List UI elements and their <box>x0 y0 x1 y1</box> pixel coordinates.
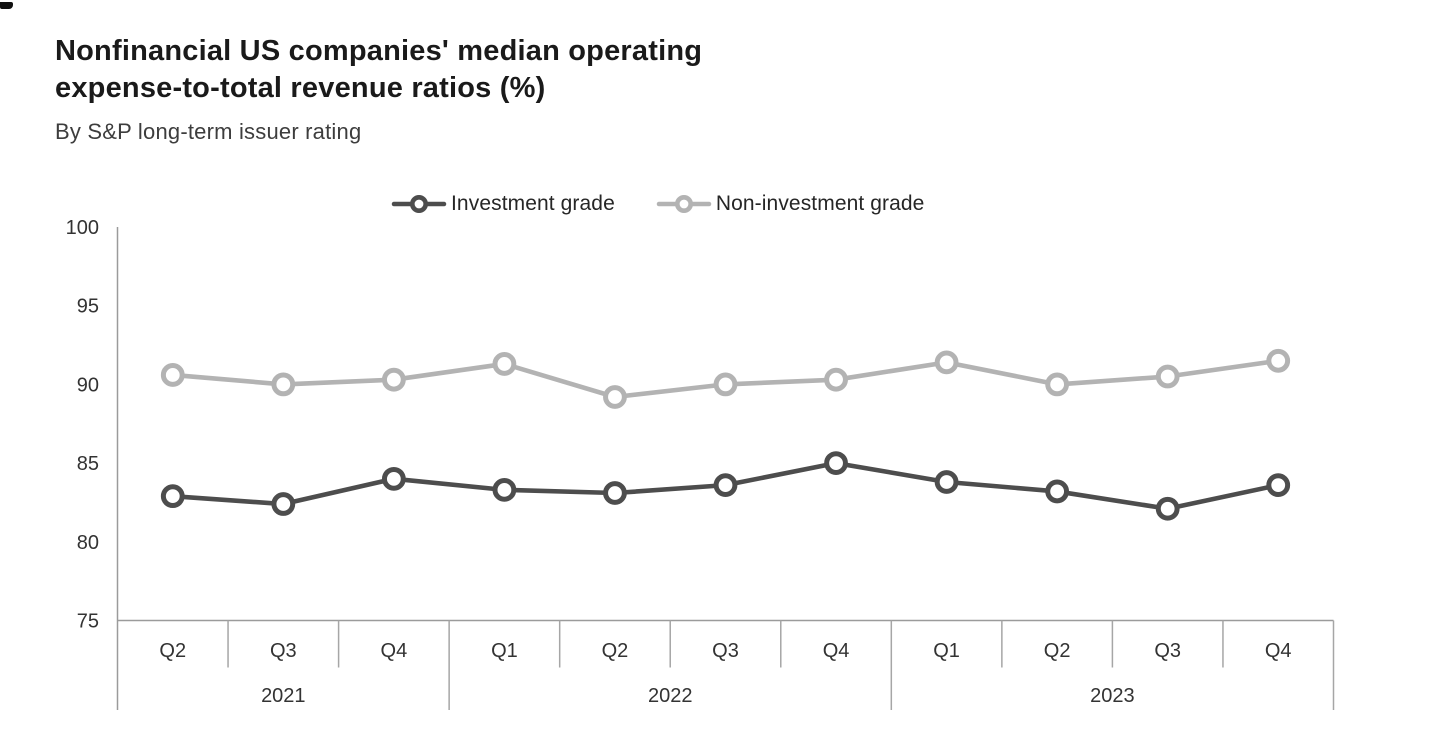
y-axis-tick-label: 85 <box>77 453 99 475</box>
data-point-non-investment-grade-q3-5[interactable] <box>713 372 738 397</box>
data-point-investment-grade-q3-5[interactable] <box>713 473 738 498</box>
x-axis-quarter-label: Q2 <box>602 640 629 662</box>
data-point-investment-grade-q1-7[interactable] <box>934 470 959 494</box>
y-axis-tick-label: 95 <box>77 296 99 318</box>
data-point-non-investment-grade-q1-7[interactable] <box>934 350 959 375</box>
x-axis-quarter-label: Q1 <box>933 640 960 662</box>
y-axis-tick-label: 100 <box>66 217 99 239</box>
y-axis-tick-label: 80 <box>77 532 99 554</box>
legend-item-non-investment-grade[interactable]: Non-investment grade <box>656 192 925 216</box>
data-point-non-investment-grade-q4-6[interactable] <box>824 367 848 392</box>
x-axis-year-label: 2021 <box>261 685 306 707</box>
data-point-investment-grade-q2-4[interactable] <box>603 481 627 505</box>
data-point-investment-grade-q3-1[interactable] <box>271 492 296 516</box>
data-point-investment-grade-q1-3[interactable] <box>492 477 517 502</box>
chart-title-line2: expense-to-total revenue ratios (%) <box>55 72 546 104</box>
x-axis-quarter-label: Q2 <box>1044 640 1071 662</box>
data-point-non-investment-grade-q2-4[interactable] <box>603 385 627 409</box>
legend-label-non-investment-grade: Non-investment grade <box>715 192 925 215</box>
data-point-non-investment-grade-q4-2[interactable] <box>381 367 406 392</box>
x-axis-quarter-label: Q3 <box>712 640 739 662</box>
x-axis-quarter-label: Q4 <box>381 640 408 662</box>
data-point-non-investment-grade-q4-10[interactable] <box>1266 348 1291 373</box>
legend-item-investment-grade[interactable]: Investment grade <box>391 192 615 216</box>
chart-title: Nonfinancial US companies' median operat… <box>55 33 702 107</box>
data-point-investment-grade-q2-0[interactable] <box>160 484 185 509</box>
x-axis-year-label: 2023 <box>1090 685 1135 707</box>
x-axis-quarter-label: Q3 <box>1154 640 1181 662</box>
data-point-non-investment-grade-q2-0[interactable] <box>160 363 185 387</box>
data-point-non-investment-grade-q2-8[interactable] <box>1045 372 1070 397</box>
legend-marker-investment-grade-icon <box>391 195 447 213</box>
chart-title-line1: Nonfinancial US companies' median operat… <box>55 35 703 67</box>
data-point-investment-grade-q4-10[interactable] <box>1266 473 1291 498</box>
screenshot-corner-artifact <box>0 2 13 9</box>
y-axis-tick-label: 90 <box>77 374 99 396</box>
x-axis-year-label: 2022 <box>648 685 693 707</box>
x-axis-quarter-label: Q2 <box>159 640 186 662</box>
data-point-non-investment-grade-q3-1[interactable] <box>271 372 296 397</box>
legend-label-investment-grade: Investment grade <box>451 192 615 215</box>
chart-subtitle: By S&P long-term issuer rating <box>55 119 362 144</box>
x-axis-quarter-label: Q4 <box>823 640 850 662</box>
legend: Investment grade Non-investment grade <box>391 190 924 218</box>
data-point-non-investment-grade-q1-3[interactable] <box>492 352 517 376</box>
data-point-investment-grade-q4-2[interactable] <box>381 466 406 491</box>
x-axis-quarter-label: Q4 <box>1265 640 1292 662</box>
x-axis-quarter-label: Q1 <box>491 640 518 662</box>
data-point-investment-grade-q3-9[interactable] <box>1155 496 1180 521</box>
x-axis-quarter-label: Q3 <box>270 640 297 662</box>
y-axis-tick-label: 75 <box>77 611 99 633</box>
legend-marker-non-investment-grade-icon <box>656 195 712 213</box>
data-point-non-investment-grade-q3-9[interactable] <box>1155 364 1180 389</box>
data-point-investment-grade-q2-8[interactable] <box>1045 479 1070 504</box>
data-point-investment-grade-q4-6[interactable] <box>824 451 848 476</box>
